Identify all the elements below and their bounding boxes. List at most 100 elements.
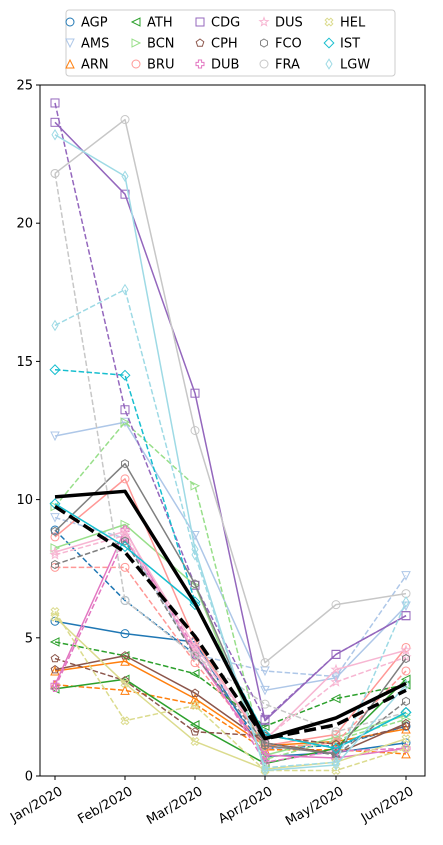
series-layer — [49, 98, 412, 777]
legend-item-lgw: LGW — [325, 58, 370, 73]
data-point-fra-dashed-3 — [260, 699, 270, 709]
data-point-fco-dashed-1 — [121, 536, 129, 546]
data-point-cph-solid-1 — [120, 651, 130, 660]
series-line-cdg-dashed — [54, 102, 407, 721]
series-line-ams-dashed — [54, 516, 407, 678]
data-point-cph-dashed-2 — [190, 727, 200, 736]
legend-item-fra: FRA — [259, 58, 300, 73]
data-point-bru-solid-0 — [50, 532, 60, 542]
data-point-fco-solid-2 — [191, 579, 199, 589]
data-point-cph-solid-0 — [50, 664, 60, 674]
legend-label-arn: ARN — [81, 58, 109, 73]
legend: AGP AMS ARN ATH BCN BRU CDG CPH DUB DUS FCO FRA HEL I… — [65, 9, 396, 77]
data-point-fra-dashed-0 — [50, 168, 60, 178]
series-line-dus-solid — [54, 530, 407, 741]
legend-marker-ath — [130, 17, 141, 27]
data-point-cdg-dashed-4 — [331, 649, 341, 659]
data-point-ams-dashed-0 — [50, 513, 60, 523]
data-point-cdg-dashed-1 — [120, 405, 130, 415]
data-point-fco-solid-5 — [402, 653, 410, 664]
legend-label-hel: HEL — [340, 16, 366, 31]
x-tick-label: Jun/2020 — [358, 784, 416, 826]
legend-item-agp: AGP — [65, 16, 108, 31]
data-point-fra-dashed-5 — [401, 707, 411, 717]
data-point-arn-solid-0 — [50, 665, 60, 676]
series-line-fra-dashed — [54, 173, 407, 733]
legend-marker-fco — [260, 38, 268, 48]
data-point-fra-solid-4 — [331, 600, 341, 610]
data-point-agp-solid-1 — [120, 629, 130, 639]
series-fco — [51, 459, 410, 760]
data-point-cph-dashed-0 — [50, 653, 60, 663]
data-point-dus-dashed-4 — [330, 676, 342, 687]
data-point-dus-solid-4 — [330, 663, 342, 675]
data-point-hel-solid-2 — [190, 736, 200, 746]
legend-item-hel: HEL — [324, 16, 366, 31]
data-point-bru-solid-1 — [120, 474, 130, 484]
legend-label-dub: DUB — [211, 58, 239, 73]
aggregate-line-solid — [54, 489, 407, 741]
legend-item-cdg: CDG — [195, 16, 240, 31]
data-point-fco-dashed-5 — [402, 696, 410, 706]
series-line-ath-dashed — [54, 641, 407, 727]
legend-label-ath: ATH — [147, 16, 173, 31]
data-point-lgw-dashed-1 — [121, 283, 129, 296]
legend-item-dub: DUB — [195, 58, 239, 73]
data-point-ams-dashed-4 — [331, 671, 341, 682]
x-tick-label: May/2020 — [283, 784, 346, 829]
data-point-bru-dashed-0 — [50, 562, 60, 572]
y-tick-label: 15 — [16, 355, 33, 370]
plot-frame — [39, 84, 426, 777]
data-point-hel-dashed-2 — [190, 700, 200, 711]
series-fra — [50, 115, 411, 737]
legend-item-dus: DUS — [258, 16, 303, 31]
data-point-lgw-solid-0 — [51, 129, 59, 141]
data-point-dus-dashed-0 — [49, 549, 61, 560]
series-line-dub-solid — [54, 529, 407, 759]
x-tick-label: Jan/2020 — [7, 784, 65, 826]
series-cdg — [50, 98, 411, 726]
data-point-cdg-dashed-0 — [50, 98, 60, 108]
legend-label-lgw: LGW — [340, 58, 370, 73]
series-line-fco-solid — [54, 462, 407, 755]
data-point-bcn-dashed-1 — [120, 417, 131, 428]
legend-item-ams: AMS — [65, 37, 109, 52]
data-point-hel-solid-1 — [120, 678, 130, 688]
data-point-ist-dashed-5 — [400, 706, 412, 718]
series-line-lgw-dashed — [54, 288, 407, 769]
series-line-hel-solid — [54, 616, 407, 770]
legend-label-bcn: BCN — [147, 37, 175, 52]
data-point-ams-solid-4 — [331, 673, 341, 683]
legend-marker-cdg — [195, 17, 205, 27]
x-tick-label: Mar/2020 — [144, 784, 205, 828]
data-point-ath-solid-5 — [400, 674, 411, 685]
legend-marker-bcn — [131, 38, 142, 48]
data-point-ams-solid-1 — [120, 417, 130, 428]
data-point-ath-dashed-1 — [119, 650, 130, 661]
data-point-arn-dashed-5 — [401, 748, 411, 759]
legend-marker-agp — [65, 17, 75, 27]
data-point-hel-dashed-5 — [401, 743, 411, 753]
data-point-lgw-dashed-4 — [332, 756, 340, 768]
data-point-lgw-solid-1 — [121, 170, 129, 182]
legend-label-cdg: CDG — [211, 16, 240, 31]
data-point-dus-solid-1 — [119, 525, 131, 537]
data-point-lgw-dashed-2 — [191, 549, 199, 561]
legend-label-dus: DUS — [275, 16, 303, 31]
data-point-cph-dashed-5 — [401, 721, 411, 730]
series-line-hel-dashed — [54, 611, 407, 772]
data-point-fra-dashed-1 — [120, 595, 130, 605]
legend-marker-arn — [65, 58, 75, 69]
data-point-fco-solid-1 — [121, 459, 129, 469]
series-line-arn-solid — [54, 660, 407, 747]
data-point-ath-dashed-4 — [330, 693, 341, 704]
data-point-dus-solid-0 — [49, 546, 61, 557]
data-point-ist-dashed-0 — [49, 364, 61, 376]
y-tick-label: 20 — [16, 217, 33, 232]
data-point-bru-dashed-5 — [401, 666, 411, 676]
data-point-ist-dashed-1 — [119, 369, 131, 381]
data-point-fra-solid-3 — [260, 658, 270, 668]
legend-label-cph: CPH — [211, 37, 238, 52]
y-tick-label: 25 — [16, 79, 33, 94]
